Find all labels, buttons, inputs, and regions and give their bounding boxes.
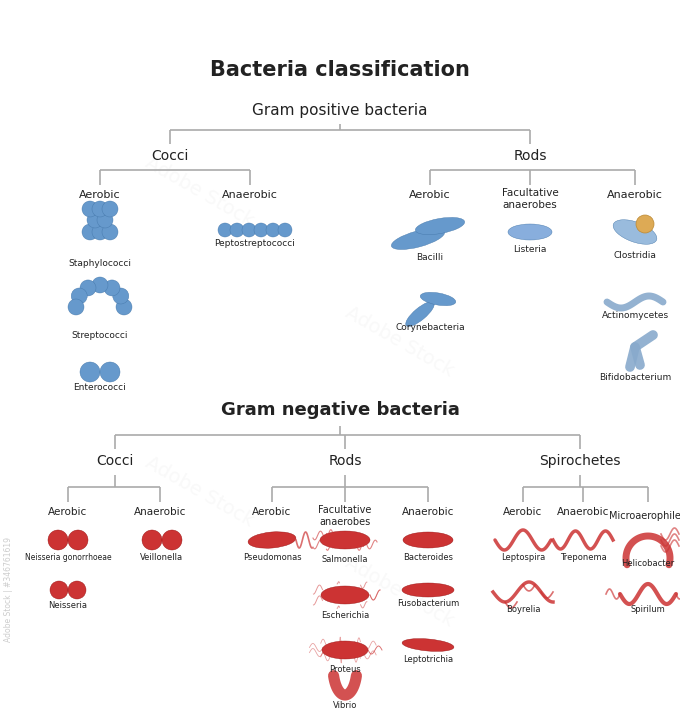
Text: Facultative
anaerobes: Facultative anaerobes bbox=[318, 506, 372, 527]
Circle shape bbox=[87, 212, 103, 228]
Text: Peptostreptococci: Peptostreptococci bbox=[215, 239, 295, 248]
Text: Microaerophiles: Microaerophiles bbox=[609, 511, 680, 521]
Text: Enterococci: Enterococci bbox=[73, 382, 126, 392]
Circle shape bbox=[80, 280, 96, 296]
Ellipse shape bbox=[392, 229, 445, 249]
Text: Veillonella: Veillonella bbox=[141, 553, 184, 562]
Text: Boyrelia: Boyrelia bbox=[506, 605, 540, 614]
Text: Gram positive bacteria: Gram positive bacteria bbox=[252, 103, 428, 117]
Ellipse shape bbox=[613, 220, 657, 244]
Text: Vibrio: Vibrio bbox=[333, 701, 357, 711]
Text: Bifidobacterium: Bifidobacterium bbox=[599, 372, 671, 382]
Circle shape bbox=[92, 201, 108, 217]
Circle shape bbox=[82, 201, 98, 217]
Text: Anaerobic: Anaerobic bbox=[222, 190, 278, 200]
Circle shape bbox=[218, 223, 232, 237]
Text: Facultative
anaerobes: Facultative anaerobes bbox=[502, 188, 558, 210]
Circle shape bbox=[242, 223, 256, 237]
Text: Aerobic: Aerobic bbox=[79, 190, 121, 200]
Circle shape bbox=[116, 299, 132, 315]
Text: Treponema: Treponema bbox=[560, 553, 607, 562]
Text: Fusobacterium: Fusobacterium bbox=[397, 600, 459, 609]
Circle shape bbox=[230, 223, 244, 237]
Circle shape bbox=[50, 581, 68, 599]
Circle shape bbox=[278, 223, 292, 237]
Ellipse shape bbox=[508, 224, 552, 240]
Text: Anaerobic: Anaerobic bbox=[557, 507, 609, 517]
Text: Aerobic: Aerobic bbox=[503, 507, 543, 517]
Text: Adobe Stock: Adobe Stock bbox=[343, 303, 458, 381]
Text: Adobe Stock | #346761619: Adobe Stock | #346761619 bbox=[5, 537, 14, 642]
Ellipse shape bbox=[321, 586, 369, 604]
Ellipse shape bbox=[322, 641, 368, 659]
Text: Rods: Rods bbox=[328, 454, 362, 468]
Text: Aerobic: Aerobic bbox=[252, 507, 292, 517]
Circle shape bbox=[92, 224, 108, 240]
Text: Anaerobic: Anaerobic bbox=[607, 190, 663, 200]
Text: Anaerobic: Anaerobic bbox=[402, 507, 454, 517]
Ellipse shape bbox=[402, 639, 454, 651]
Circle shape bbox=[162, 530, 182, 550]
Text: Spirochetes: Spirochetes bbox=[539, 454, 621, 468]
Text: Anaerobic: Anaerobic bbox=[134, 507, 186, 517]
Ellipse shape bbox=[402, 583, 454, 597]
Text: Spirilum: Spirilum bbox=[630, 605, 665, 614]
Text: Rods: Rods bbox=[513, 149, 547, 163]
Circle shape bbox=[92, 277, 108, 293]
Ellipse shape bbox=[415, 217, 464, 234]
Ellipse shape bbox=[248, 532, 296, 548]
Text: Cocci: Cocci bbox=[97, 454, 134, 468]
Circle shape bbox=[100, 362, 120, 382]
Text: Clostridia: Clostridia bbox=[613, 251, 656, 259]
Ellipse shape bbox=[420, 293, 456, 305]
Circle shape bbox=[80, 362, 100, 382]
Text: Adobe Stock: Adobe Stock bbox=[343, 553, 458, 631]
Text: Simple Classification of Bacteria  🍱 🔬: Simple Classification of Bacteria 🍱 🔬 bbox=[17, 14, 318, 28]
Circle shape bbox=[82, 224, 98, 240]
Text: Streptococci: Streptococci bbox=[72, 330, 129, 340]
Text: Aerobic: Aerobic bbox=[48, 507, 88, 517]
Circle shape bbox=[68, 530, 88, 550]
Ellipse shape bbox=[403, 532, 453, 548]
Circle shape bbox=[104, 280, 120, 296]
Text: Neisseria gonorrhoeae: Neisseria gonorrhoeae bbox=[24, 553, 112, 562]
Text: Helicobacter: Helicobacter bbox=[622, 560, 675, 568]
Text: Neisseria: Neisseria bbox=[48, 600, 88, 609]
Circle shape bbox=[102, 201, 118, 217]
Text: Bacteroides: Bacteroides bbox=[403, 553, 453, 562]
Text: Adobe Stock: Adobe Stock bbox=[142, 454, 258, 530]
Ellipse shape bbox=[406, 302, 435, 326]
Circle shape bbox=[102, 224, 118, 240]
Text: Actinomycetes: Actinomycetes bbox=[601, 312, 668, 320]
Text: Gram negative bacteria: Gram negative bacteria bbox=[220, 401, 460, 419]
Circle shape bbox=[266, 223, 280, 237]
Circle shape bbox=[48, 530, 68, 550]
Circle shape bbox=[113, 288, 129, 304]
Text: Corynebacteria: Corynebacteria bbox=[395, 323, 465, 332]
Text: Escherichia: Escherichia bbox=[321, 610, 369, 619]
Text: Listeria: Listeria bbox=[513, 246, 547, 254]
Text: Adobe Stock: Adobe Stock bbox=[142, 153, 258, 231]
Text: Salmonella: Salmonella bbox=[322, 555, 369, 565]
Circle shape bbox=[68, 581, 86, 599]
Ellipse shape bbox=[636, 215, 654, 233]
Text: Pseudomonas: Pseudomonas bbox=[243, 553, 301, 562]
Circle shape bbox=[68, 299, 84, 315]
Text: Aerobic: Aerobic bbox=[409, 190, 451, 200]
Text: Cocci: Cocci bbox=[152, 149, 188, 163]
Text: Staphylococci: Staphylococci bbox=[69, 259, 131, 268]
Text: Leptotrichia: Leptotrichia bbox=[403, 656, 453, 664]
Text: Leptospira: Leptospira bbox=[501, 553, 545, 562]
Circle shape bbox=[71, 288, 87, 304]
Circle shape bbox=[142, 530, 162, 550]
Text: Bacteria classification: Bacteria classification bbox=[210, 60, 470, 80]
Circle shape bbox=[254, 223, 268, 237]
Ellipse shape bbox=[320, 531, 370, 549]
Circle shape bbox=[97, 212, 113, 228]
Text: Bacilli: Bacilli bbox=[416, 253, 443, 261]
Text: Proteus: Proteus bbox=[329, 666, 361, 674]
